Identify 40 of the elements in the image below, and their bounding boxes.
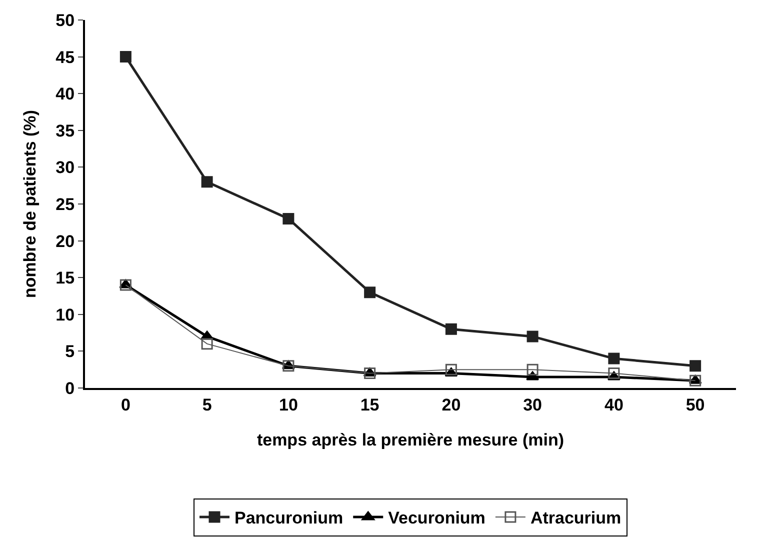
- x-tick-label: 40: [604, 395, 624, 414]
- y-tick-label: 45: [56, 48, 75, 67]
- point: [120, 279, 132, 291]
- point: [282, 212, 294, 224]
- y-tick-label: 5: [65, 342, 75, 362]
- x-axis-title: temps après la première mesure (min): [256, 430, 564, 450]
- legend-label: Vecuronium: [388, 508, 486, 528]
- point: [445, 323, 457, 335]
- y-tick-label: 0: [65, 378, 75, 398]
- point: [201, 176, 213, 188]
- y-tick-label: 15: [56, 268, 75, 288]
- y-tick-label: 30: [56, 158, 75, 178]
- point: [690, 374, 702, 386]
- x-tick-label: 10: [278, 395, 298, 414]
- y-tick-label: 50: [56, 10, 75, 30]
- point: [282, 360, 294, 372]
- point: [608, 368, 620, 380]
- y-tick-label: 10: [56, 305, 75, 324]
- x-tick-label: 20: [442, 395, 461, 414]
- point: [445, 364, 457, 376]
- x-tick-label: 0: [120, 395, 130, 414]
- x-tick-label: 15: [360, 395, 380, 414]
- x-tick-label: 5: [202, 395, 212, 414]
- y-axis-title: nombre de patients (%): [20, 110, 40, 298]
- point: [526, 330, 538, 342]
- y-tick-label: 40: [56, 84, 75, 104]
- x-tick-label: 30: [523, 395, 542, 414]
- point: [201, 338, 213, 350]
- point: [690, 360, 702, 372]
- point: [608, 352, 620, 364]
- point: [364, 286, 376, 298]
- legend-label: Pancuronium: [234, 508, 344, 528]
- point: [120, 51, 132, 63]
- y-tick-label: 35: [56, 121, 75, 140]
- legend-label: Atracurium: [530, 508, 622, 528]
- x-tick-label: 50: [686, 395, 705, 414]
- point: [526, 364, 538, 376]
- point: [364, 368, 376, 380]
- y-tick-label: 20: [56, 232, 75, 251]
- y-tick-label: 25: [56, 194, 75, 214]
